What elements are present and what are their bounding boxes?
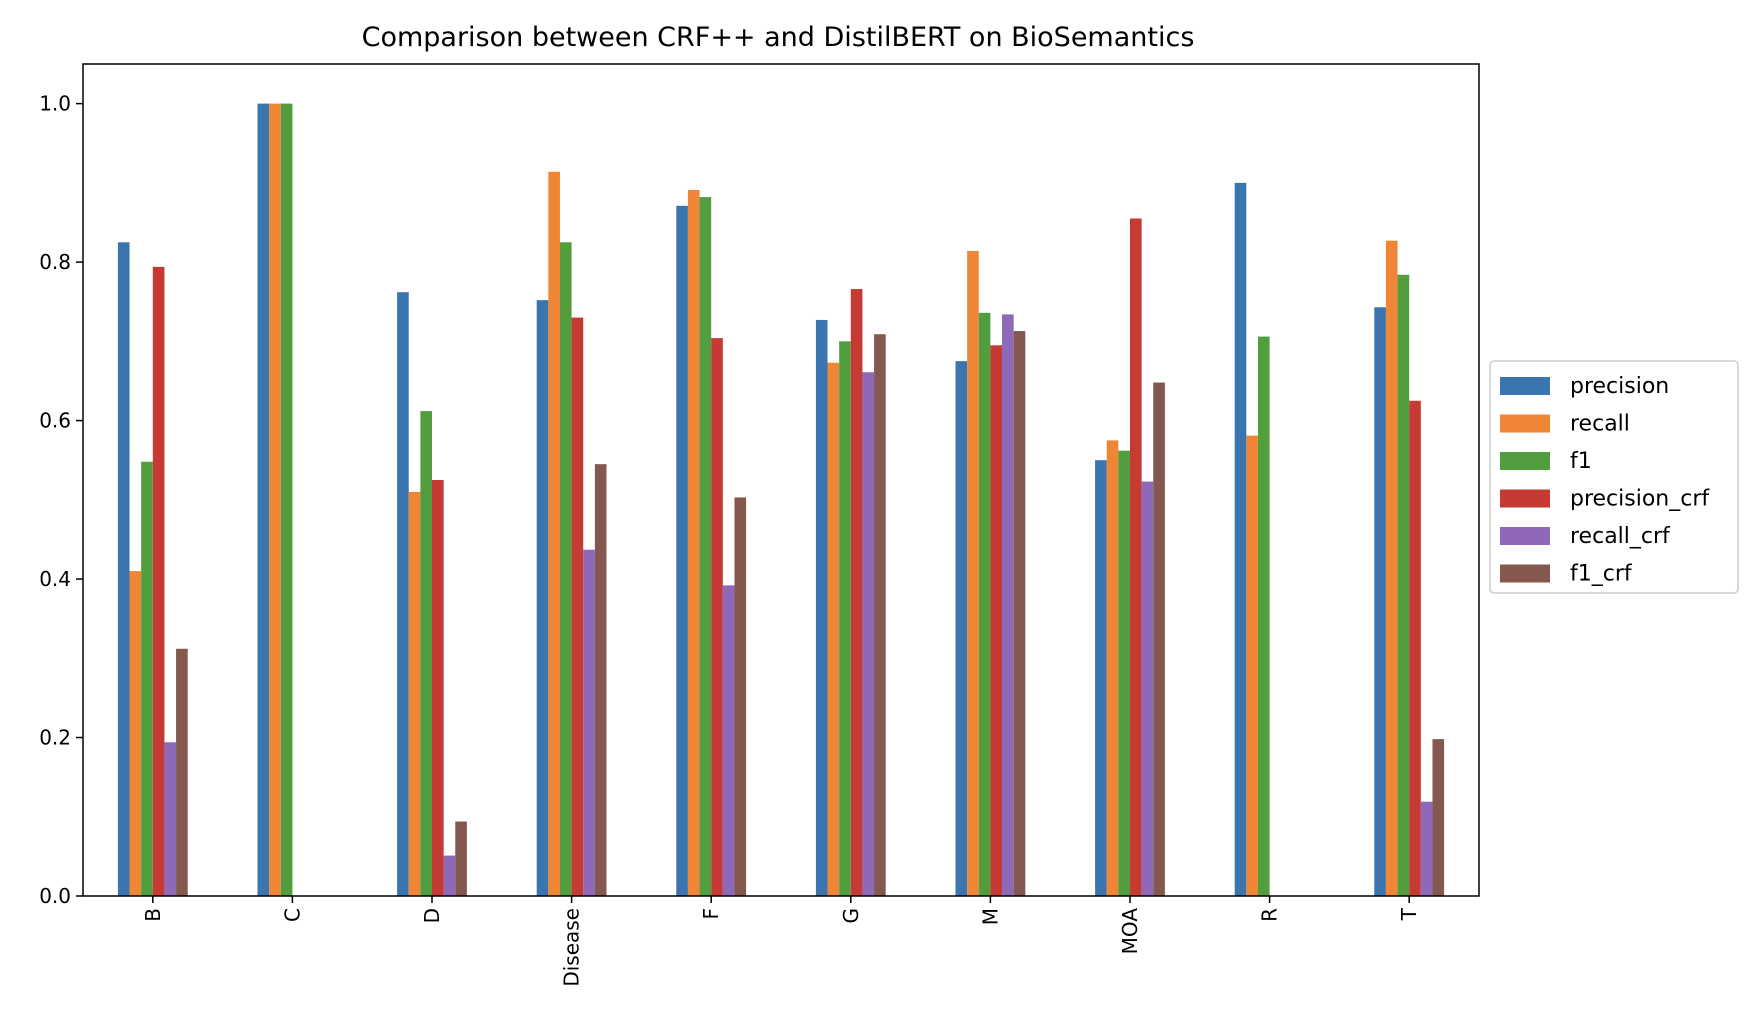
bar-precision-r (1234, 182, 1247, 897)
bar-recall-m (967, 251, 979, 896)
bar-f1_crf-g (874, 334, 886, 896)
bar-recall_crf-moa (1141, 481, 1154, 896)
bar-recall-f (687, 189, 700, 897)
y-tick-label: 0.4 (39, 567, 71, 591)
legend-label-precision_crf: precision_crf (1570, 487, 1710, 512)
bar-precision-m (955, 361, 968, 896)
bar-precision_crf-d (432, 480, 444, 896)
y-tick-label: 0.0 (39, 884, 71, 908)
legend-swatch-recall_crf (1500, 527, 1550, 545)
bar-f1_crf-m (1013, 331, 1026, 896)
x-tick-label: T (1397, 907, 1421, 921)
bar-recall-moa (1106, 440, 1119, 896)
bar-precision_crf-f (711, 338, 723, 896)
bar-recall_crf-disease (583, 549, 595, 896)
y-tick-label: 0.2 (39, 726, 71, 750)
bar-f1_crf-f (734, 497, 747, 896)
bar-f1-t (1397, 274, 1410, 896)
x-tick-label: G (839, 908, 863, 924)
bar-precision-moa (1095, 460, 1107, 896)
x-tick-label: M (978, 908, 1002, 925)
bar-f1_crf-b (176, 648, 188, 896)
bar-recall-r (1246, 435, 1258, 896)
bar-precision-t (1374, 307, 1386, 896)
bar-f1-b (141, 461, 153, 896)
legend-swatch-recall (1500, 414, 1550, 433)
legend-label-f1_crf: f1_crf (1570, 562, 1633, 587)
bar-recall-g (827, 362, 840, 897)
bar-recall-b (129, 571, 142, 896)
x-axis: B C D Disease F G M MOA R T (141, 896, 1421, 987)
x-tick-label: R (1258, 908, 1282, 922)
bar-precision-c (257, 103, 270, 897)
x-tick-label: B (141, 908, 165, 922)
bars-group (117, 103, 1445, 897)
bar-precision_crf-t (1409, 400, 1421, 896)
bar-recall-t (1385, 240, 1398, 896)
bar-precision-disease (536, 300, 549, 896)
bar-recall-disease (548, 171, 560, 896)
chart-title: Comparison between CRF++ and DistilBERT … (362, 22, 1195, 53)
legend-swatch-f1_crf (1500, 564, 1550, 583)
y-axis: 0.0 0.2 0.4 0.6 0.8 1.0 (39, 92, 83, 908)
bar-recall_crf-g (862, 372, 875, 896)
bar-precision-g (815, 319, 828, 896)
bar-precision-b (117, 242, 130, 897)
y-tick-label: 0.8 (39, 250, 71, 274)
legend-frame (1489, 360, 1739, 594)
x-tick-label: Disease (560, 908, 584, 987)
bar-recall_crf-t (1420, 801, 1433, 896)
x-tick-label: D (420, 908, 444, 923)
x-tick-label: C (280, 908, 304, 922)
legend-label-recall: recall (1570, 412, 1630, 437)
bar-precision-d (397, 292, 409, 897)
bar-f1_crf-moa (1153, 382, 1165, 896)
bar-f1_crf-d (455, 821, 467, 896)
bar-recall_crf-d (443, 855, 456, 896)
x-tick-label: MOA (1118, 908, 1142, 955)
bar-f1_crf-disease (594, 464, 607, 896)
legend-label-recall_crf: recall_crf (1570, 524, 1671, 549)
bar-recall_crf-b (164, 742, 177, 896)
bar-recall_crf-m (1002, 314, 1014, 896)
bar-precision_crf-m (990, 345, 1003, 896)
bar-recall-c (269, 103, 281, 897)
legend-swatch-precision (1500, 377, 1550, 395)
bar-f1-f (699, 197, 712, 896)
bar-f1-g (839, 341, 851, 897)
bar-f1-r (1257, 336, 1270, 897)
x-tick-label: F (699, 908, 723, 920)
bar-recall_crf-f (722, 585, 735, 896)
bar-precision_crf-g (850, 289, 863, 896)
legend: precision recall f1 precision_crf recall_crf… (1489, 360, 1739, 594)
bar-f1_crf-t (1432, 739, 1445, 896)
bar-f1-c (280, 103, 293, 897)
y-tick-label: 0.6 (39, 409, 71, 433)
bar-f1-d (420, 411, 432, 896)
bar-precision_crf-moa (1130, 218, 1142, 896)
plot-frame (82, 63, 1480, 897)
legend-swatch-precision_crf (1500, 489, 1550, 508)
legend-label-precision: precision (1570, 374, 1669, 399)
bar-f1-moa (1118, 450, 1130, 896)
bar-precision_crf-b (152, 266, 165, 897)
bar-f1-m (978, 312, 991, 896)
bar-f1-disease (559, 242, 572, 897)
bar-recall-d (408, 491, 421, 896)
bar-precision_crf-disease (571, 317, 584, 896)
y-tick-label: 1.0 (39, 92, 71, 116)
legend-swatch-f1 (1500, 452, 1550, 470)
bar-precision-f (676, 205, 688, 897)
legend-label-f1: f1 (1570, 449, 1592, 474)
